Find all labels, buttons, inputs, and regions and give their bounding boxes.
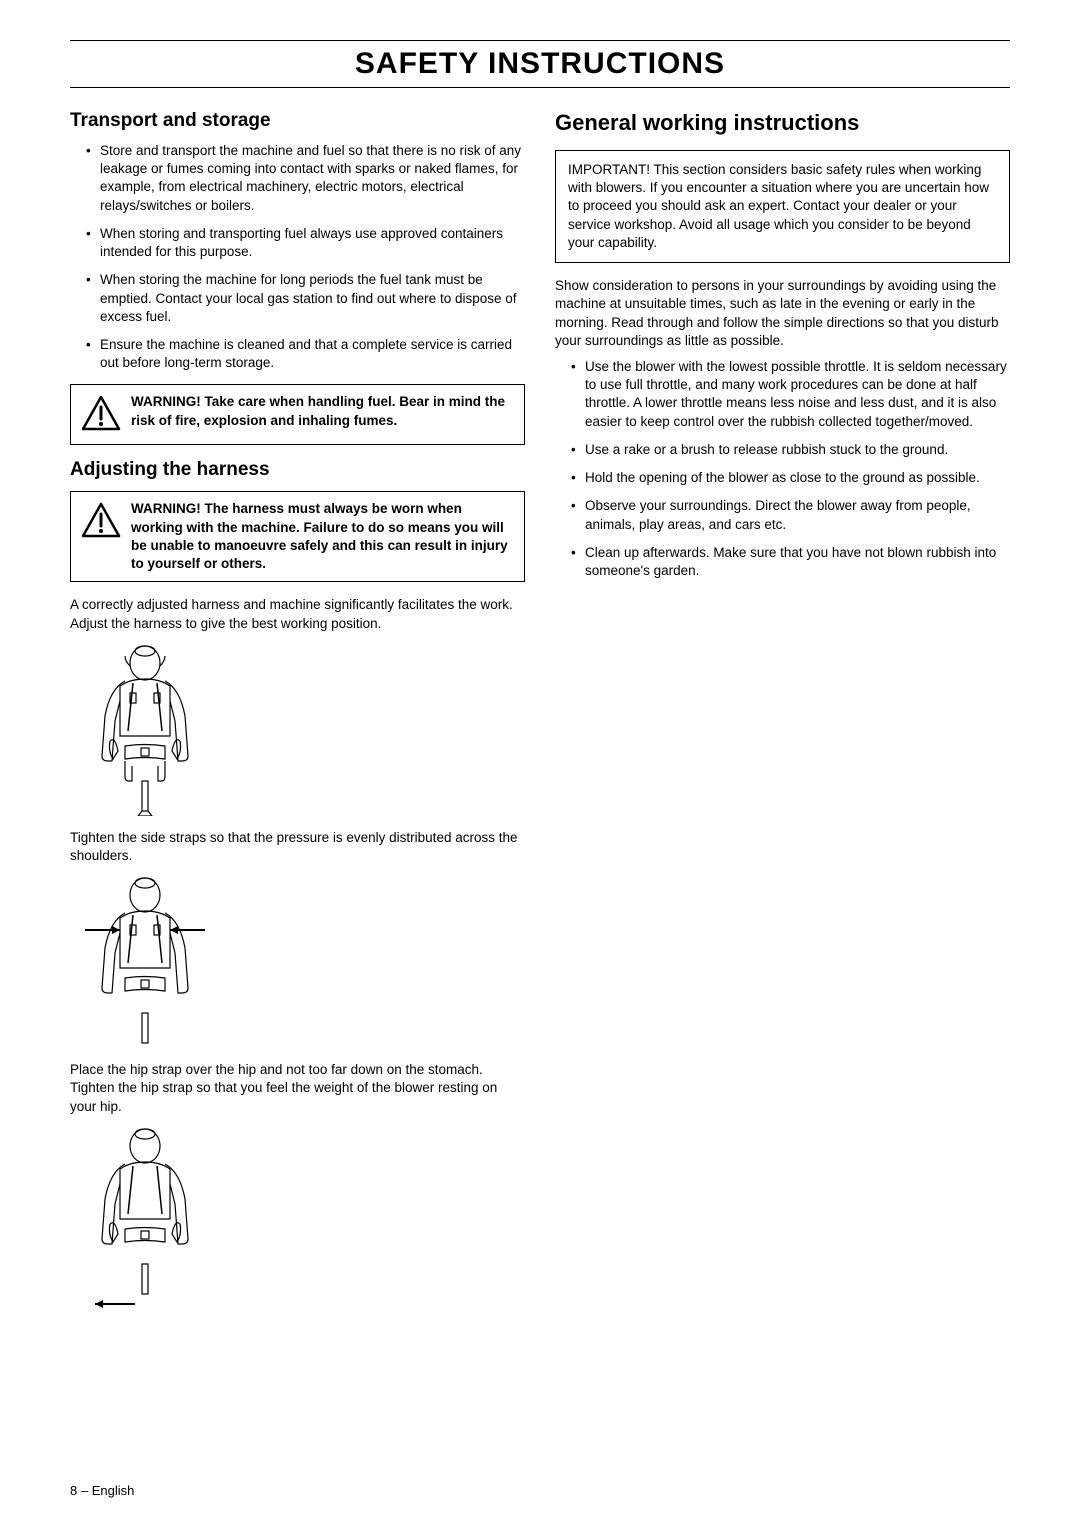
footer-language: English — [92, 1483, 135, 1498]
general-bullets: Use the blower with the lowest possible … — [555, 358, 1010, 580]
important-box: IMPORTANT! This section considers basic … — [555, 150, 1010, 263]
harness-p1: A correctly adjusted harness and machine… — [70, 596, 525, 632]
general-intro: Show consideration to persons in your su… — [555, 277, 1010, 350]
page-title: SAFETY INSTRUCTIONS — [70, 40, 1010, 88]
harness-heading: Adjusting the harness — [70, 459, 525, 481]
right-column: General working instructions IMPORTANT! … — [555, 110, 1010, 1322]
list-item: Ensure the machine is cleaned and that a… — [86, 336, 525, 372]
list-item: When storing the machine for long period… — [86, 271, 525, 326]
list-item: Observe your surroundings. Direct the bl… — [571, 497, 1010, 533]
list-item: Use a rake or a brush to release rubbish… — [571, 441, 1010, 459]
content-columns: Transport and storage Store and transpor… — [70, 110, 1010, 1322]
harness-p2: Tighten the side straps so that the pres… — [70, 829, 525, 865]
transport-bullets: Store and transport the machine and fuel… — [70, 142, 525, 372]
list-item: Clean up afterwards. Make sure that you … — [571, 544, 1010, 580]
warning-text: WARNING! Take care when handling fuel. B… — [131, 393, 514, 429]
footer-sep: – — [77, 1483, 91, 1498]
warning-icon — [81, 395, 121, 436]
harness-figure-3 — [70, 1124, 525, 1314]
general-heading: General working instructions — [555, 110, 1010, 136]
transport-warning-box: WARNING! Take care when handling fuel. B… — [70, 384, 525, 445]
warning-icon — [81, 502, 121, 543]
harness-figure-2 — [70, 873, 525, 1053]
list-item: Store and transport the machine and fuel… — [86, 142, 525, 215]
list-item: Use the blower with the lowest possible … — [571, 358, 1010, 431]
harness-warning-box: WARNING! The harness must always be worn… — [70, 491, 525, 582]
transport-heading: Transport and storage — [70, 110, 525, 132]
page-footer: 8 – English — [70, 1483, 134, 1498]
list-item: Hold the opening of the blower as close … — [571, 469, 1010, 487]
harness-p3: Place the hip strap over the hip and not… — [70, 1061, 525, 1116]
warning-text: WARNING! The harness must always be worn… — [131, 500, 514, 573]
harness-figure-1 — [70, 641, 525, 821]
list-item: When storing and transporting fuel alway… — [86, 225, 525, 261]
left-column: Transport and storage Store and transpor… — [70, 110, 525, 1322]
